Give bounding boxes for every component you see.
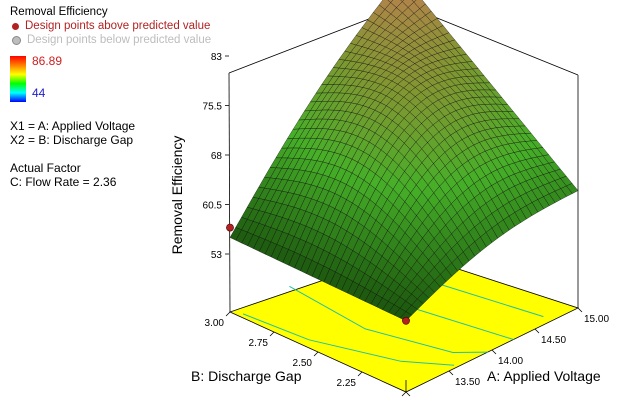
y-tick-label-4: 3.00	[205, 318, 225, 329]
z-tick-label-2: 68	[211, 151, 223, 162]
y-tick-mark-1	[357, 371, 363, 377]
factor-info: X1 = A: Applied Voltage X2 = B: Discharg…	[10, 119, 135, 189]
y-tick-mark-4	[225, 311, 231, 317]
z-tick-label-3: 75.5	[203, 102, 223, 113]
legend-title: Removal Efficiency	[10, 6, 108, 18]
x-tick-mark-2	[491, 349, 497, 355]
x-tick-mark-0	[405, 391, 411, 397]
colorbar-gradient	[10, 56, 26, 102]
x-tick-label-1: 13.50	[455, 377, 480, 388]
surface-cell-28-28	[400, 0, 405, 2]
x-tick-mark-4	[577, 307, 583, 313]
y-tick-label-2: 2.50	[293, 358, 313, 369]
surface-cell-27-29	[387, 0, 394, 3]
gray-dot-icon	[12, 35, 21, 45]
actual-factor-value: C: Flow Rate = 2.36	[10, 175, 117, 189]
chart-legend: Removal Efficiency Design points above p…	[10, 5, 211, 47]
design-point-1	[226, 223, 234, 232]
y-tick-mark-0	[401, 391, 407, 397]
red-dot-icon	[12, 22, 19, 30]
design-point-2	[402, 316, 410, 325]
y-tick-mark-2	[313, 351, 319, 357]
y-axis-title: B: Discharge Gap	[191, 368, 302, 384]
axis-ticks: 5360.56875.58313.0013.5014.0014.5015.002…	[203, 52, 609, 397]
x-tick-label-4: 15.00	[584, 314, 609, 325]
factor-x2: X2 = B: Discharge Gap	[10, 133, 134, 147]
legend-item-below: Design points below predicted value	[10, 33, 211, 47]
design-points	[226, 223, 410, 325]
actual-factor-title: Actual Factor	[10, 161, 81, 175]
z-tick-label-4: 83	[211, 52, 223, 63]
x-tick-mark-3	[534, 328, 540, 334]
z-tick-label-1: 60.5	[203, 201, 223, 212]
legend-label-above: Design points above predicted value	[25, 20, 211, 32]
colorbar-max-label: 86.89	[32, 54, 63, 68]
legend-label-below: Design points below predicted value	[27, 34, 212, 46]
legend-item-above: Design points above predicted value	[10, 19, 211, 33]
x-tick-label-2: 14.00	[498, 356, 523, 367]
x-axis-title: A: Applied Voltage	[487, 368, 601, 384]
x-tick-mark-1	[448, 370, 454, 376]
y-tick-label-1: 2.25	[337, 378, 357, 389]
contour-line-0	[242, 313, 455, 366]
y-tick-label-3: 2.75	[249, 338, 269, 349]
response-surface	[229, 0, 579, 322]
contour-line-1	[289, 285, 488, 354]
z-tick-label-0: 53	[211, 250, 223, 261]
surface-cell-29-27	[411, 0, 417, 3]
y-tick-mark-3	[269, 331, 275, 337]
colorbar-min-label: 44	[32, 86, 46, 100]
z-axis-title: Removal Efficiency	[169, 136, 185, 255]
x-tick-label-3: 14.50	[541, 335, 566, 346]
frame-edge-0	[228, 72, 231, 313]
factor-x1: X1 = A: Applied Voltage	[10, 119, 136, 133]
